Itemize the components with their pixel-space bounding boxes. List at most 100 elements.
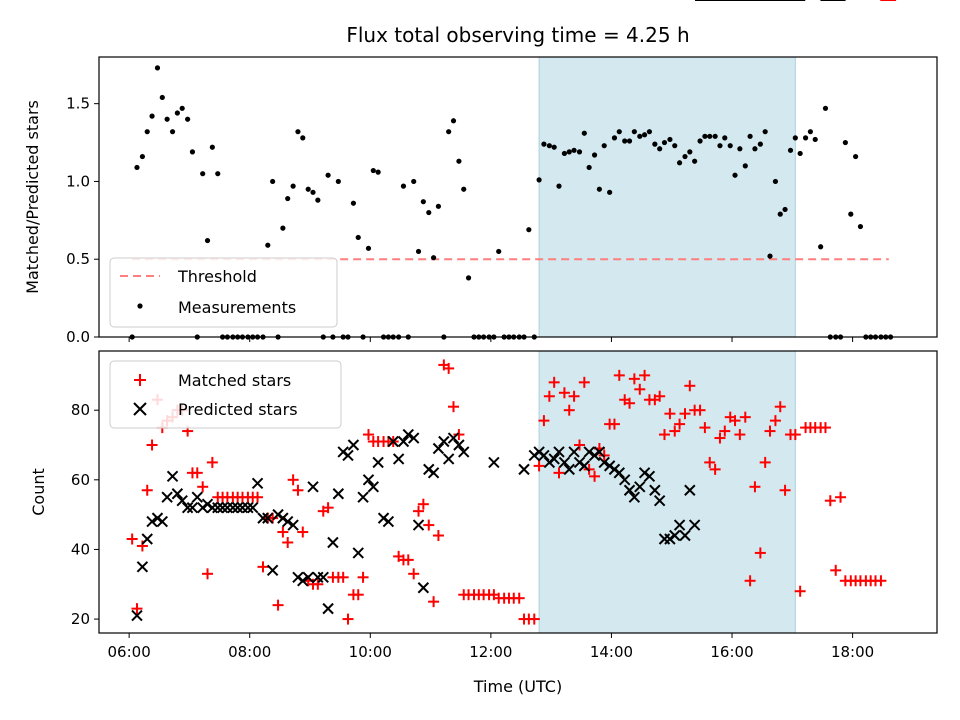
predicted-star-marker bbox=[649, 484, 661, 496]
measurement-point bbox=[732, 172, 738, 178]
matched-star-marker bbox=[824, 495, 836, 507]
measurement-point bbox=[777, 211, 783, 217]
measurement-point bbox=[290, 183, 296, 189]
predicted-star-marker bbox=[322, 602, 334, 615]
predicted-star-marker bbox=[432, 442, 445, 455]
matched-star-marker bbox=[769, 415, 781, 427]
matched-star-marker bbox=[664, 408, 676, 420]
x-tick-label: 16:00 bbox=[710, 643, 753, 661]
measurement-point bbox=[270, 178, 276, 185]
predicted-star-marker bbox=[613, 467, 625, 479]
predicted-star-marker bbox=[146, 515, 158, 528]
measurement-point bbox=[325, 172, 331, 178]
measurement-point bbox=[465, 275, 472, 281]
predicted-star-marker bbox=[653, 494, 666, 507]
measurement-point bbox=[139, 153, 146, 160]
matched-star-marker bbox=[563, 404, 575, 416]
predicted-star-marker bbox=[387, 435, 399, 448]
matched-star-marker bbox=[709, 463, 721, 475]
matched-star-marker bbox=[628, 373, 640, 385]
predicted-star-marker bbox=[247, 501, 259, 514]
predicted-star-marker bbox=[623, 484, 636, 496]
predicted-star-marker bbox=[397, 435, 410, 448]
measurement-point bbox=[420, 199, 426, 205]
measurement-point bbox=[350, 200, 357, 206]
y-tick-label: 0.0 bbox=[66, 328, 90, 346]
measurement-point bbox=[842, 139, 848, 146]
measurement-point bbox=[672, 143, 678, 149]
measurement-point bbox=[687, 149, 693, 155]
measurement-point bbox=[607, 189, 613, 195]
predicted-star-marker bbox=[593, 446, 606, 458]
predicted-star-marker bbox=[679, 529, 691, 542]
measurement-point bbox=[707, 133, 713, 139]
measurement-point bbox=[285, 195, 291, 202]
measurement-point bbox=[622, 138, 628, 144]
measurement-point bbox=[335, 178, 341, 185]
predicted-star-marker bbox=[281, 515, 294, 528]
predicted-star-marker bbox=[407, 432, 420, 444]
measurement-point bbox=[546, 143, 552, 149]
matched-star-marker bbox=[297, 526, 309, 538]
ratio-y-axis: 0.0 0.5 1.0 1.5 bbox=[66, 95, 99, 346]
matched-star-marker bbox=[719, 425, 731, 437]
matched-star-marker bbox=[287, 474, 299, 486]
predicted-star-marker bbox=[643, 470, 656, 483]
measurement-point bbox=[370, 167, 376, 174]
matched-star-marker bbox=[312, 578, 324, 590]
count-y-axis-label: Count bbox=[29, 468, 48, 516]
predicted-star-marker bbox=[357, 491, 369, 503]
predicted-star-marker bbox=[262, 512, 274, 524]
matched-star-marker bbox=[277, 526, 289, 538]
measurement-point bbox=[164, 116, 170, 122]
predicted-star-marker bbox=[568, 446, 580, 458]
measurement-point bbox=[767, 253, 773, 259]
measurement-point bbox=[365, 245, 372, 251]
matched-star-marker bbox=[734, 429, 746, 441]
y-tick-label: 1.5 bbox=[66, 95, 90, 113]
measurement-point bbox=[400, 183, 407, 189]
predicted-star-marker bbox=[212, 501, 224, 514]
measurement-point bbox=[742, 163, 748, 169]
matched-star-marker bbox=[608, 418, 620, 430]
measurement-point bbox=[200, 171, 206, 177]
matched-star-marker bbox=[830, 564, 842, 576]
predicted-legend-swatch bbox=[133, 402, 147, 416]
predicted-star-marker bbox=[327, 536, 339, 549]
matched-star-marker bbox=[739, 411, 751, 423]
predicted-star-marker bbox=[227, 501, 239, 514]
x-tick-label: 08:00 bbox=[228, 643, 271, 661]
matched-star-marker bbox=[453, 429, 465, 441]
matched-star-marker bbox=[352, 589, 364, 601]
matched-star-marker bbox=[779, 484, 791, 496]
measurement-point bbox=[209, 144, 215, 150]
matched-star-marker bbox=[794, 585, 806, 597]
predicted-star-marker bbox=[257, 512, 269, 524]
measurement-point bbox=[174, 110, 180, 116]
predicted-star-marker bbox=[171, 488, 184, 500]
predicted-star-marker bbox=[553, 446, 565, 458]
measurement-point bbox=[456, 158, 462, 164]
measurement-point bbox=[787, 147, 794, 153]
measurement-point bbox=[581, 130, 587, 136]
measurement-point bbox=[159, 94, 165, 101]
measurement-point bbox=[295, 129, 301, 135]
matched-star-marker bbox=[513, 592, 525, 604]
predicted-star-marker bbox=[191, 491, 203, 503]
predicted-star-marker bbox=[156, 515, 169, 528]
predicted-star-marker bbox=[287, 519, 299, 531]
measurement-point bbox=[310, 189, 316, 195]
x-tick-label: 10:00 bbox=[349, 643, 392, 661]
predicted-star-marker bbox=[458, 446, 470, 458]
measurement-point bbox=[853, 153, 859, 160]
measurement-point bbox=[652, 141, 658, 147]
legend-threshold-label: Threshold bbox=[177, 267, 257, 286]
measurement-point bbox=[185, 116, 191, 122]
matched-star-marker bbox=[553, 467, 565, 479]
matched-star-marker bbox=[528, 613, 540, 625]
ratio-x-tick-marks bbox=[128, 337, 854, 342]
y-tick-label: 20 bbox=[71, 610, 90, 628]
matched-star-marker bbox=[759, 456, 771, 468]
predicted-star-marker bbox=[447, 432, 460, 444]
measurement-point bbox=[631, 129, 637, 135]
